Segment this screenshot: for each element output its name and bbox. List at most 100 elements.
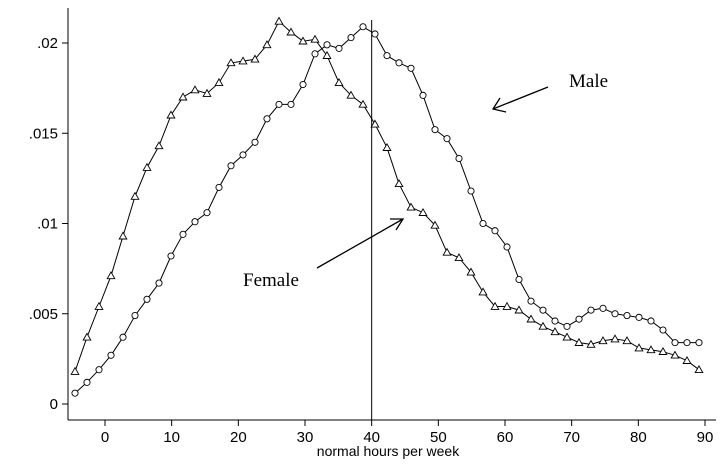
point-circle bbox=[551, 317, 559, 325]
y-tick-label: 0 bbox=[50, 396, 58, 413]
point-circle bbox=[563, 322, 571, 330]
point-triangle bbox=[670, 350, 680, 359]
point-triangle bbox=[490, 301, 500, 310]
x-tick-label: 70 bbox=[563, 429, 580, 446]
point-triangle bbox=[562, 332, 572, 341]
point-triangle bbox=[250, 54, 260, 63]
point-triangle bbox=[574, 337, 584, 346]
point-circle bbox=[299, 80, 307, 89]
point-triangle bbox=[370, 119, 380, 128]
point-triangle bbox=[70, 366, 80, 375]
annotation-female-arrow bbox=[316, 218, 404, 269]
point-triangle bbox=[226, 58, 236, 67]
point-triangle bbox=[418, 207, 428, 216]
point-circle bbox=[335, 44, 343, 52]
point-triangle bbox=[322, 50, 332, 59]
point-circle bbox=[323, 41, 331, 49]
point-circle bbox=[683, 339, 691, 347]
point-triangle bbox=[334, 77, 344, 87]
axes: 0 .005 .01 .015 .02 0 10 20 30 40 50 60 70 80 90 bbox=[29, 8, 716, 446]
point-triangle bbox=[622, 336, 632, 345]
point-triangle bbox=[154, 141, 164, 150]
x-tick-label: 10 bbox=[163, 429, 180, 446]
point-triangle bbox=[178, 92, 188, 101]
point-circle bbox=[467, 187, 475, 195]
point-circle bbox=[395, 59, 403, 67]
point-circle bbox=[479, 219, 487, 228]
point-circle bbox=[275, 100, 283, 108]
y-tick-label: .005 bbox=[29, 306, 58, 323]
point-circle bbox=[635, 313, 643, 321]
x-axis-title: normal hours per week bbox=[317, 443, 460, 459]
point-circle bbox=[407, 64, 415, 72]
point-triangle bbox=[538, 321, 548, 330]
point-triangle bbox=[310, 34, 320, 43]
point-circle bbox=[71, 389, 79, 397]
y-tick-label: .01 bbox=[37, 216, 58, 233]
point-circle bbox=[227, 162, 235, 170]
series-layer bbox=[70, 16, 704, 397]
point-triangle bbox=[286, 27, 296, 36]
point-circle bbox=[455, 154, 463, 163]
point-triangle bbox=[274, 16, 284, 25]
point-circle bbox=[383, 52, 391, 60]
point-circle bbox=[251, 138, 259, 146]
point-circle bbox=[695, 339, 703, 347]
point-triangle bbox=[478, 287, 488, 296]
point-circle bbox=[179, 230, 187, 238]
point-circle bbox=[263, 115, 271, 123]
point-triangle bbox=[382, 142, 392, 151]
point-triangle bbox=[526, 314, 536, 323]
point-circle bbox=[647, 317, 655, 325]
y-tick-label: .015 bbox=[29, 125, 58, 142]
point-triangle bbox=[358, 99, 368, 108]
point-circle bbox=[671, 339, 679, 347]
point-triangle bbox=[106, 271, 116, 280]
point-triangle bbox=[94, 301, 104, 310]
point-circle bbox=[539, 306, 547, 314]
point-triangle bbox=[394, 179, 404, 188]
point-triangle bbox=[190, 85, 200, 94]
annotations: Male Female bbox=[243, 71, 608, 291]
point-circle bbox=[491, 227, 499, 235]
point-triangle bbox=[694, 364, 704, 374]
point-circle bbox=[659, 326, 667, 334]
point-triangle bbox=[550, 327, 560, 336]
point-circle bbox=[623, 312, 631, 320]
point-triangle bbox=[442, 247, 452, 256]
y-tick-label: .02 bbox=[37, 35, 58, 52]
x-tick-label: 80 bbox=[630, 429, 647, 446]
annotation-male-label: Male bbox=[569, 71, 608, 92]
point-circle bbox=[599, 304, 607, 312]
point-triangle bbox=[682, 355, 692, 364]
point-circle bbox=[515, 275, 523, 284]
point-triangle bbox=[646, 345, 656, 354]
point-triangle bbox=[298, 36, 308, 45]
series-triangle bbox=[70, 16, 704, 375]
point-circle bbox=[119, 333, 127, 341]
point-circle bbox=[215, 183, 223, 191]
point-triangle bbox=[238, 56, 248, 65]
annotation-female-arrowhead bbox=[390, 218, 405, 231]
point-circle bbox=[419, 91, 427, 99]
point-triangle bbox=[586, 339, 596, 348]
point-circle bbox=[359, 23, 367, 31]
x-tick-label: 0 bbox=[101, 429, 109, 446]
point-triangle bbox=[406, 202, 416, 211]
point-circle bbox=[191, 218, 199, 226]
point-circle bbox=[155, 279, 163, 287]
point-triangle bbox=[346, 90, 356, 99]
point-triangle bbox=[262, 40, 272, 49]
point-circle bbox=[443, 135, 451, 143]
x-tick-label: 20 bbox=[230, 429, 247, 446]
point-triangle bbox=[82, 332, 92, 341]
point-circle bbox=[503, 243, 511, 251]
point-triangle bbox=[454, 253, 464, 262]
x-tick-label: 90 bbox=[697, 429, 714, 446]
point-triangle bbox=[130, 191, 140, 200]
x-tick-label: 50 bbox=[430, 429, 447, 446]
point-circle bbox=[287, 100, 295, 108]
point-circle bbox=[143, 295, 151, 303]
point-triangle bbox=[634, 343, 644, 352]
